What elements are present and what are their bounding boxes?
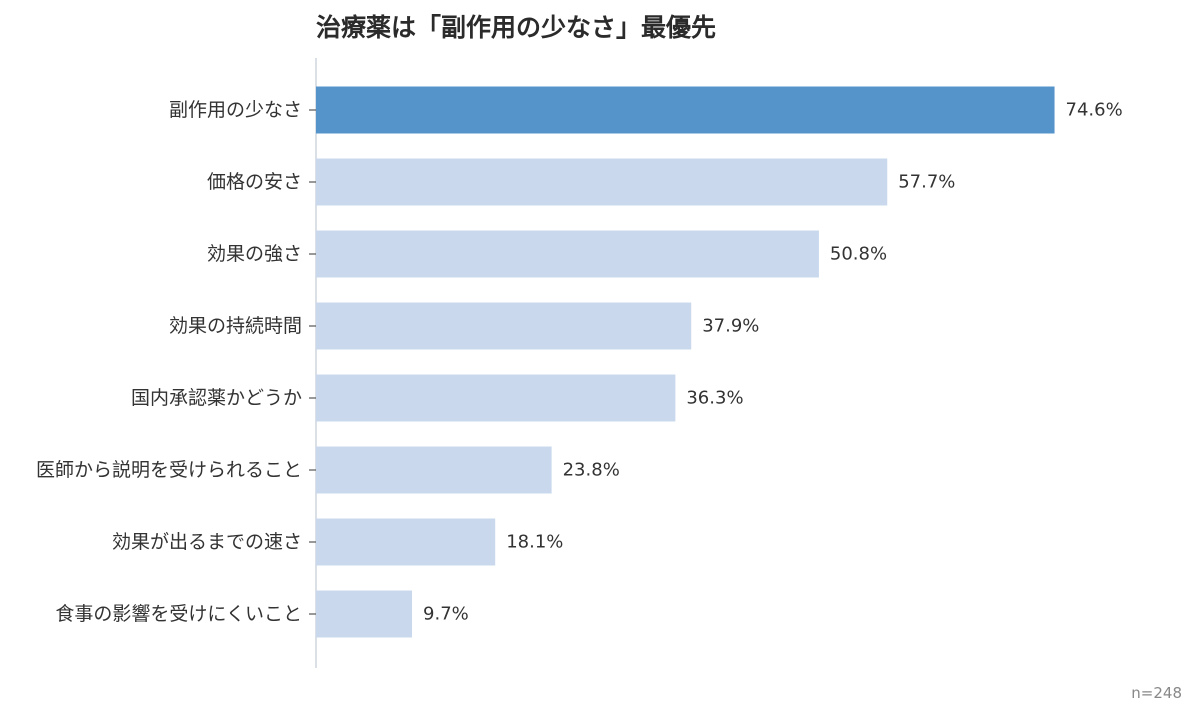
category-label-4: 国内承認薬かどうか — [131, 387, 302, 409]
category-label-5: 医師から説明を受けられること — [36, 459, 302, 481]
value-label-7: 9.7% — [423, 604, 469, 625]
value-label-0: 74.6% — [1066, 100, 1123, 121]
bar-2 — [316, 230, 819, 278]
bar-1 — [316, 158, 888, 206]
value-label-4: 36.3% — [686, 388, 743, 409]
chart-title: 治療薬は「副作用の少なさ」最優先 — [316, 13, 717, 42]
value-label-6: 18.1% — [506, 532, 563, 553]
bar-4 — [316, 374, 676, 422]
category-label-6: 効果が出るまでの速さ — [112, 531, 302, 553]
category-label-2: 効果の強さ — [207, 243, 302, 265]
value-label-2: 50.8% — [830, 244, 887, 265]
category-label-1: 価格の安さ — [207, 171, 302, 193]
bars-group: 副作用の少なさ 74.6% 価格の安さ 57.7% 効果の強さ 50.8% 効果の持続時間 3… — [36, 86, 1123, 638]
bar-6 — [316, 518, 496, 566]
bar-0 — [316, 86, 1055, 134]
category-label-3: 効果の持続時間 — [169, 315, 302, 337]
bar-3 — [316, 302, 692, 350]
value-label-5: 23.8% — [563, 460, 620, 481]
bar-5 — [316, 446, 552, 494]
value-label-3: 37.9% — [702, 316, 759, 337]
value-label-1: 57.7% — [898, 172, 955, 193]
category-label-7: 食事の影響を受けにくいこと — [55, 603, 302, 625]
sample-size-note: n=248 — [1131, 684, 1182, 702]
category-label-0: 副作用の少なさ — [169, 99, 302, 121]
bar-7 — [316, 590, 413, 638]
